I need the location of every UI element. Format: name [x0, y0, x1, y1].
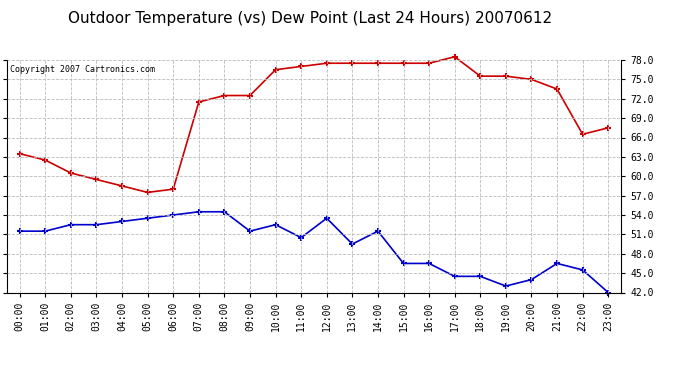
Text: Copyright 2007 Cartronics.com: Copyright 2007 Cartronics.com — [10, 64, 155, 74]
Text: Outdoor Temperature (vs) Dew Point (Last 24 Hours) 20070612: Outdoor Temperature (vs) Dew Point (Last… — [68, 11, 553, 26]
